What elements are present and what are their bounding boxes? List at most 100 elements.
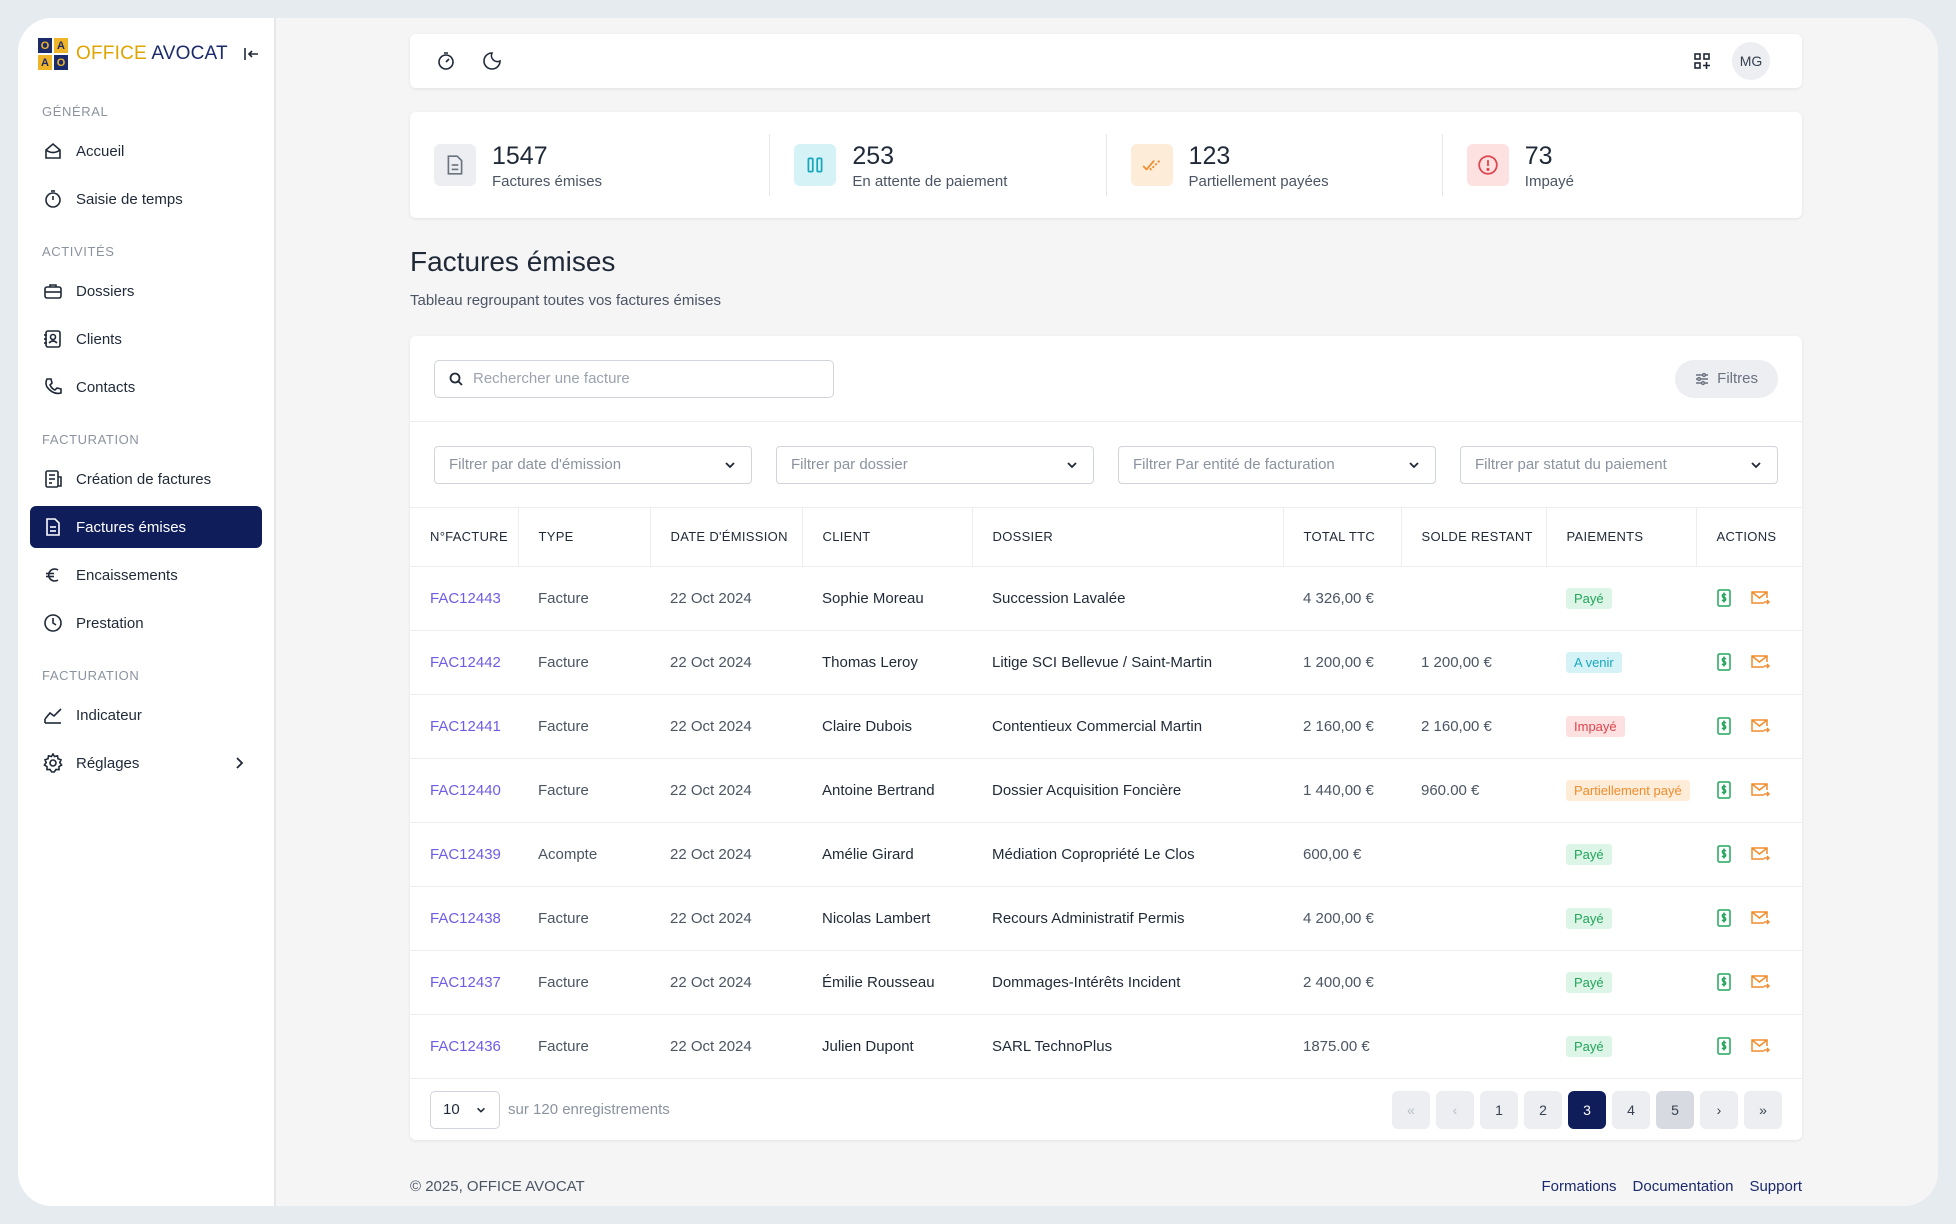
search-row: Filtres	[410, 336, 1802, 422]
page-size-select[interactable]: 10	[430, 1090, 500, 1129]
page-button-2[interactable]: 2	[1524, 1090, 1562, 1129]
avatar[interactable]: MG	[1732, 42, 1770, 80]
col-header-dossier[interactable]: DOSSIER	[972, 508, 1284, 567]
stat-partiellement-payees: 123 Partiellement payées	[1105, 134, 1442, 196]
sidebar-item-indicateur[interactable]: Indicateur	[30, 694, 262, 736]
table-row[interactable]: FAC12442 Facture 22 Oct 2024 Thomas Leroy Li…	[410, 630, 1802, 695]
send-mail-icon[interactable]	[1750, 1038, 1770, 1054]
timer-icon[interactable]	[434, 49, 458, 73]
alert-icon	[1466, 144, 1509, 186]
search-box[interactable]	[434, 359, 834, 398]
page-button-5[interactable]: 5	[1656, 1090, 1694, 1129]
sidebar-item-prestation[interactable]: Prestation	[30, 602, 262, 644]
invoice-number-link[interactable]: FAC12440	[410, 758, 518, 823]
page-button-3[interactable]: 3	[1568, 1090, 1606, 1129]
sidebar-item-accueil[interactable]: Accueil	[30, 130, 262, 172]
footer-link-documentation[interactable]: Documentation	[1632, 1178, 1734, 1195]
invoice-client: Émilie Rousseau	[802, 950, 972, 1015]
first-page-button[interactable]: «	[1392, 1090, 1430, 1129]
sidebar-item-dossiers[interactable]: Dossiers	[30, 270, 262, 312]
sidebar-item-encaissements[interactable]: Encaissements	[30, 554, 262, 596]
payment-receipt-icon[interactable]	[1716, 717, 1732, 735]
table-row[interactable]: FAC12441 Facture 22 Oct 2024 Claire Dubois C…	[410, 694, 1802, 759]
payment-receipt-icon[interactable]	[1716, 1037, 1732, 1055]
stat-value: 253	[852, 141, 895, 170]
filter-date-select[interactable]: Filtrer par date d'émission	[434, 445, 752, 484]
col-header-type[interactable]: TYPE	[518, 508, 651, 567]
section-title: FACTURATION	[42, 668, 140, 683]
logo-letter: O	[54, 55, 68, 70]
col-header-total[interactable]: TOTAL TTC	[1283, 508, 1402, 567]
table-row[interactable]: FAC12440 Facture 22 Oct 2024 Antoine Bertra…	[410, 758, 1802, 823]
table-row[interactable]: FAC12439 Acompte 22 Oct 2024 Amélie Girard M…	[410, 822, 1802, 887]
sidebar-item-factures-emises[interactable]: Factures émises	[30, 506, 262, 548]
send-mail-icon[interactable]	[1750, 590, 1770, 606]
payment-receipt-icon[interactable]	[1716, 973, 1732, 991]
filter-entite-select[interactable]: Filtrer Par entité de facturation	[1118, 445, 1436, 484]
send-mail-icon[interactable]	[1750, 846, 1770, 862]
send-mail-icon[interactable]	[1750, 974, 1770, 990]
page-button-1[interactable]: 1	[1480, 1090, 1518, 1129]
payment-receipt-icon[interactable]	[1716, 653, 1732, 671]
invoice-payment-cell: Payé	[1546, 822, 1696, 887]
send-mail-icon[interactable]	[1750, 654, 1770, 670]
invoice-number-link[interactable]: FAC12442	[410, 630, 518, 695]
col-header-date[interactable]: DATE D'ÉMISSION	[650, 508, 803, 567]
invoice-number-link[interactable]: FAC12443	[410, 566, 518, 631]
invoice-number-link[interactable]: FAC12437	[410, 950, 518, 1015]
invoice-number-link[interactable]: FAC12436	[410, 1014, 518, 1079]
filter-statut-select[interactable]: Filtrer par statut du paiement	[1460, 445, 1778, 484]
sidebar-item-label: Accueil	[76, 142, 125, 160]
col-header-client[interactable]: CLIENT	[802, 508, 973, 567]
sidebar-item-saisie-temps[interactable]: Saisie de temps	[30, 178, 262, 220]
page-button-4[interactable]: 4	[1612, 1090, 1650, 1129]
search-input[interactable]	[473, 370, 803, 387]
phone-icon	[42, 376, 64, 398]
invoices-card: Filtres Filtrer par date d'émission Filt…	[410, 336, 1802, 1140]
col-header-numero[interactable]: N°FACTURE	[410, 508, 519, 567]
table-row[interactable]: FAC12436 Facture 22 Oct 2024 Julien Dupont S…	[410, 1014, 1802, 1079]
invoice-client: Thomas Leroy	[802, 630, 972, 695]
send-mail-icon[interactable]	[1750, 718, 1770, 734]
sidebar-item-label: Prestation	[76, 614, 144, 632]
send-mail-icon[interactable]	[1750, 910, 1770, 926]
top-bar: MG	[410, 34, 1802, 88]
logo[interactable]: O A A O OFFICE AVOCAT	[30, 36, 262, 72]
dark-mode-icon[interactable]	[480, 49, 504, 73]
collapse-sidebar-icon[interactable]	[242, 44, 262, 64]
sidebar-item-clients[interactable]: Clients	[30, 318, 262, 360]
table-row[interactable]: FAC12438 Facture 22 Oct 2024 Nicolas Lamber…	[410, 886, 1802, 951]
payment-receipt-icon[interactable]	[1716, 845, 1732, 863]
app-window: O A A O OFFICE AVOCAT GÉNÉRAL Accueil Sa…	[18, 18, 1938, 1206]
filter-dossier-select[interactable]: Filtrer par dossier	[776, 445, 1094, 484]
col-header-solde[interactable]: SOLDE RESTANT	[1401, 508, 1547, 567]
invoice-number-link[interactable]: FAC12438	[410, 886, 518, 951]
filters-button[interactable]: Filtres	[1675, 359, 1778, 398]
payment-receipt-icon[interactable]	[1716, 589, 1732, 607]
sidebar-item-contacts[interactable]: Contacts	[30, 366, 262, 408]
invoice-number-link[interactable]: FAC12441	[410, 694, 518, 759]
col-header-paiements[interactable]: PAIEMENTS	[1546, 508, 1697, 567]
invoice-number-link[interactable]: FAC12439	[410, 822, 518, 887]
invoice-client: Julien Dupont	[802, 1014, 972, 1079]
prev-page-button[interactable]: ‹	[1436, 1090, 1474, 1129]
footer-link-formations[interactable]: Formations	[1541, 1178, 1617, 1195]
sidebar-item-reglages[interactable]: Réglages	[30, 742, 262, 784]
table-row[interactable]: FAC12443 Facture 22 Oct 2024 Sophie Moreau S…	[410, 566, 1802, 631]
send-mail-icon[interactable]	[1750, 782, 1770, 798]
apps-grid-icon[interactable]	[1690, 49, 1714, 73]
next-page-button[interactable]: ›	[1700, 1090, 1738, 1129]
sidebar-item-creation-factures[interactable]: Création de factures	[30, 458, 262, 500]
payment-receipt-icon[interactable]	[1716, 909, 1732, 927]
table-row[interactable]: FAC12437 Facture 22 Oct 2024 Émilie Roussea…	[410, 950, 1802, 1015]
footer-link-support[interactable]: Support	[1749, 1178, 1802, 1195]
invoice-dossier: Succession Lavalée	[972, 566, 1283, 631]
section-title: ACTIVITÉS	[42, 244, 115, 259]
status-badge: Payé	[1566, 1035, 1612, 1057]
invoice-total-ttc: 2 160,00 €	[1283, 694, 1401, 759]
invoice-date: 22 Oct 2024	[650, 630, 802, 695]
section-title: FACTURATION	[42, 432, 140, 447]
stat-value: 1547	[492, 141, 548, 170]
payment-receipt-icon[interactable]	[1716, 781, 1732, 799]
last-page-button[interactable]: »	[1744, 1090, 1782, 1129]
